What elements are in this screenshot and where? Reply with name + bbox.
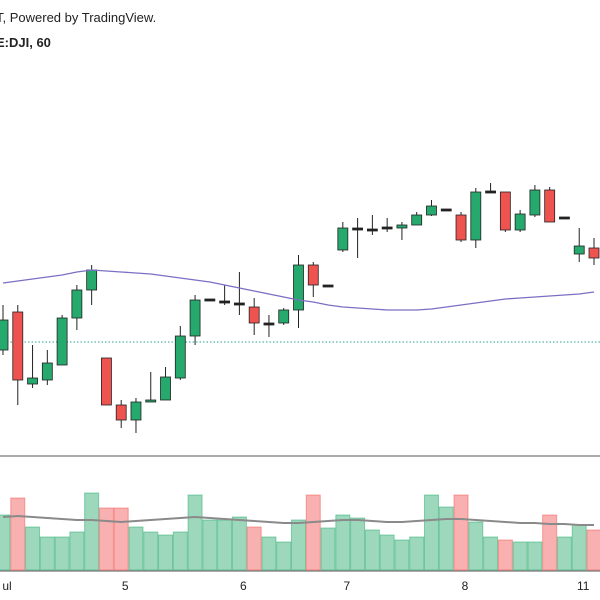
candle-body [352,227,364,231]
volume-bar [320,527,336,571]
x-tick-label: 7 [343,579,350,593]
volume-bar [483,536,499,571]
header: T, Powered by TradingView. [0,10,156,25]
symbol: E:DJI, 60 [0,35,51,50]
volume-bar [0,514,11,571]
candle-body [396,224,408,229]
volume-bar [69,531,85,571]
candle-body [219,300,231,304]
volume-bar [84,492,100,571]
candle-body [322,284,334,288]
candle-body [189,299,201,337]
candle-body [455,214,467,241]
candle-body [27,377,38,385]
candle-body [204,298,216,302]
candle-body [145,399,157,403]
volume-bar [261,536,277,571]
x-tick-label: 8 [462,579,469,593]
volume-bar [217,519,233,571]
candle-body [366,228,378,232]
candle-body [426,205,437,216]
candle-body [381,226,393,230]
volume-bar [394,539,410,571]
candle-body [130,401,142,421]
volume-bar [128,526,144,571]
candle-body [56,317,68,366]
volume-bar [305,494,321,571]
volume-bar [54,536,70,571]
volume-bar [556,536,572,571]
volume-bar [276,541,292,571]
volume-bar [586,529,600,571]
candle-body [559,216,570,220]
volume-bar [113,507,129,571]
candle-body [440,208,452,212]
volume-bar [143,531,159,571]
volume-bar [98,507,114,571]
moving-average [2,269,595,311]
candle-body [174,335,186,379]
x-tick-label: ul [2,579,11,593]
volume-bar [409,536,425,571]
candle-body [233,302,245,306]
volume-bar [512,541,528,571]
candle-body [160,376,171,401]
volume-bar [335,514,351,571]
candle-body [529,189,541,216]
volume-bar [497,539,513,571]
volume-bar [25,526,41,571]
volume-bar [527,541,543,571]
volume-bar [468,521,484,571]
candle-body [248,306,260,324]
candle-body [263,322,275,326]
volume-bar [202,519,218,571]
volume-bar [246,526,262,571]
volume-bar [291,519,306,571]
candle-body [588,247,600,259]
candle-body [86,269,98,291]
candle-body [411,214,423,226]
candle-body [278,309,290,324]
volume-bar [364,529,380,571]
candle-body [470,191,482,241]
volume-bar [158,534,174,571]
volume-bar [350,517,366,571]
volume-bar [453,494,469,571]
candle-body [115,404,127,421]
volume-bar [423,494,439,571]
volume-moving-average [2,514,594,526]
volume-bar [231,516,247,571]
candle-body [71,289,83,319]
candle-body [337,227,349,251]
candle-body [485,190,496,194]
volume-bar [542,514,558,571]
volume-bar [571,524,587,571]
x-tick-label: 5 [122,579,129,593]
candle-body [514,213,526,231]
candle-body [12,311,24,381]
candle-body [544,189,556,223]
candle-body [573,245,585,255]
volume-bar [379,534,395,571]
volume-bar [187,494,203,571]
candle-body [0,319,9,351]
candle-body [307,264,319,286]
candle-body [41,362,53,381]
volume-bar [172,531,188,571]
candle-body [499,191,511,231]
candle-body [101,357,112,406]
x-tick-label: 6 [240,579,247,593]
volume-bar [438,506,454,571]
candle-body [293,264,304,311]
volume-bar [39,536,55,571]
volume-bar [10,497,26,571]
x-tick-label: 11 [577,579,590,593]
